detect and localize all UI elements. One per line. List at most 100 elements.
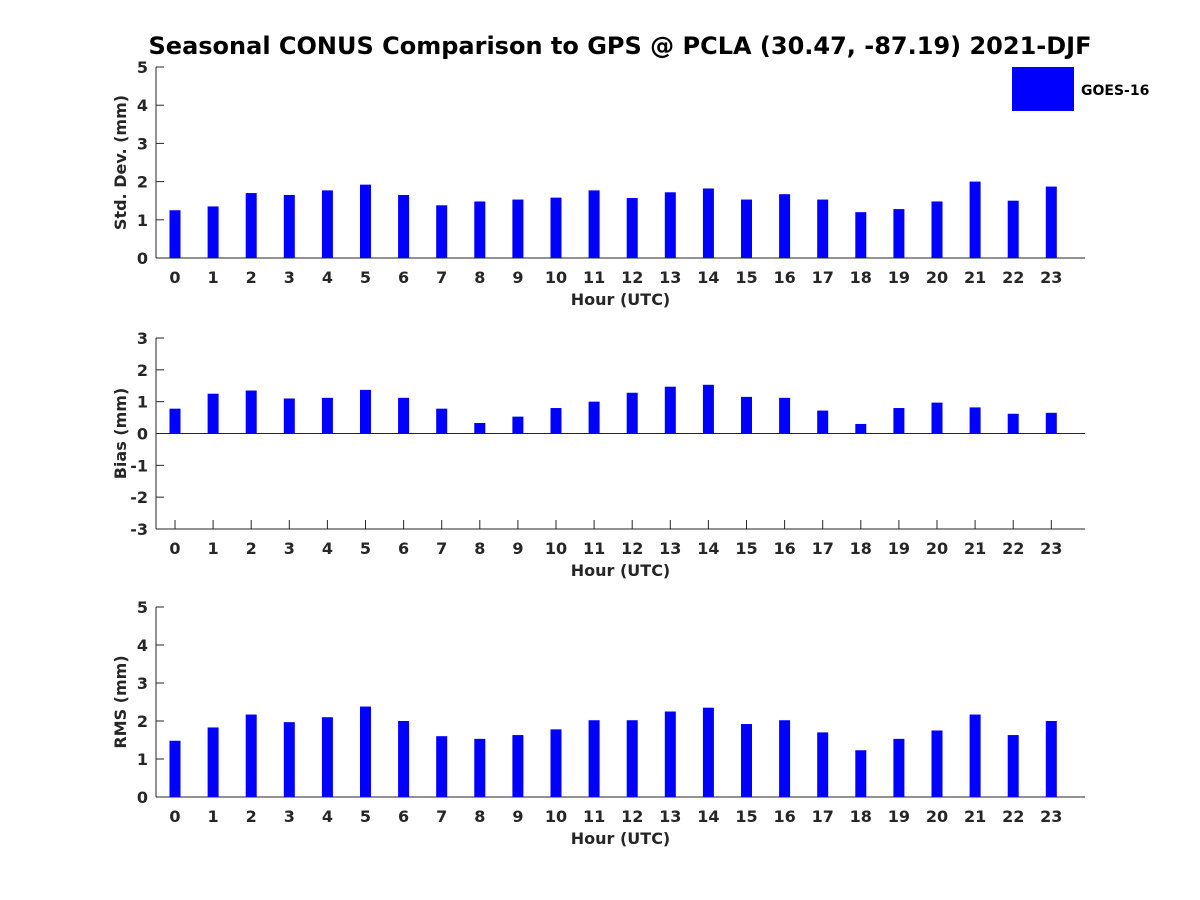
bias-bar [969, 407, 981, 434]
std-dev-bar [664, 192, 676, 258]
rms-bar [626, 720, 638, 797]
bias-y-tick-label: 0 [137, 425, 148, 444]
rms-bar [969, 714, 981, 797]
std-dev-x-tick-label: 11 [583, 268, 605, 287]
bias-x-tick-label: 21 [964, 539, 986, 558]
rms-x-tick-label: 23 [1040, 807, 1062, 826]
bias-x-tick-label: 18 [850, 539, 872, 558]
std-dev-bar [169, 210, 181, 258]
std-dev-bar [245, 193, 257, 258]
rms-x-tick-label: 19 [888, 807, 910, 826]
rms-y-tick-label: 1 [137, 750, 148, 769]
bias-x-tick-label: 0 [169, 539, 180, 558]
bias-x-tick-label: 19 [888, 539, 910, 558]
rms-bar [1007, 735, 1019, 797]
rms-x-tick-label: 10 [545, 807, 567, 826]
std-dev-x-tick-label: 12 [621, 268, 643, 287]
std-dev-x-tick-label: 5 [360, 268, 371, 287]
std-dev-bar [1045, 186, 1057, 258]
bias-x-tick-label: 6 [398, 539, 409, 558]
rms-x-tick-label: 3 [284, 807, 295, 826]
bias-bar [245, 390, 257, 434]
std-dev-x-tick-label: 19 [888, 268, 910, 287]
bias-bar [474, 422, 486, 434]
bias-y-tick-label: 3 [137, 329, 148, 348]
rms-x-tick-label: 13 [659, 807, 681, 826]
bias-x-tick-label: 4 [322, 539, 333, 558]
rms-x-tick-label: 18 [850, 807, 872, 826]
std-dev-x-tick-label: 3 [284, 268, 295, 287]
std-dev-x-tick-label: 10 [545, 268, 567, 287]
std-dev-x-tick-label: 7 [436, 268, 447, 287]
rms-bar [588, 720, 600, 797]
std-dev-x-tick-label: 23 [1040, 268, 1062, 287]
rms-bar [436, 736, 448, 797]
bias-bar [779, 397, 791, 434]
rms-x-tick-label: 21 [964, 807, 986, 826]
rms-x-tick-label: 1 [208, 807, 219, 826]
std-dev-bar [702, 188, 714, 258]
bias-y-tick-label: -1 [130, 456, 148, 475]
rms-x-tick-label: 20 [926, 807, 948, 826]
rms-x-tick-label: 14 [697, 807, 719, 826]
bias-x-axis-label: Hour (UTC) [571, 561, 671, 580]
std-dev-bar [512, 199, 524, 258]
bias-x-tick-label: 3 [284, 539, 295, 558]
bias-bar [626, 392, 638, 434]
std-dev-bar [1007, 200, 1019, 258]
bias-x-tick-label: 10 [545, 539, 567, 558]
legend: GOES-16 [1012, 67, 1149, 111]
bias-x-tick-label: 5 [360, 539, 371, 558]
rms-bar [817, 732, 829, 797]
rms-x-tick-label: 5 [360, 807, 371, 826]
rms-x-tick-label: 22 [1002, 807, 1024, 826]
rms-y-tick-label: 0 [137, 788, 148, 807]
bias-x-tick-label: 22 [1002, 539, 1024, 558]
std-dev-x-tick-label: 21 [964, 268, 986, 287]
bias-bar [321, 397, 333, 434]
std-dev-x-tick-label: 17 [812, 268, 834, 287]
std-dev-x-tick-label: 1 [208, 268, 219, 287]
std-dev-x-tick-label: 16 [773, 268, 795, 287]
std-dev-x-tick-label: 6 [398, 268, 409, 287]
rms-bar [207, 727, 219, 797]
rms-bar [664, 711, 676, 797]
std-dev-bar [779, 194, 791, 258]
rms-bar [169, 740, 181, 797]
std-dev-bar [398, 194, 410, 258]
bias-x-tick-label: 1 [208, 539, 219, 558]
bias-bar [702, 384, 714, 434]
std-dev-bar [283, 194, 295, 258]
std-dev-x-tick-label: 22 [1002, 268, 1024, 287]
rms-x-tick-label: 7 [436, 807, 447, 826]
rms-y-axis-label: RMS (mm) [111, 655, 130, 748]
bias-bar [1045, 412, 1057, 434]
std-dev-bar [626, 198, 638, 258]
rms-y-tick-label: 2 [137, 712, 148, 731]
rms-bar [702, 707, 714, 797]
rms-bar [245, 714, 257, 797]
rms-x-tick-label: 16 [773, 807, 795, 826]
rms-x-tick-label: 4 [322, 807, 333, 826]
rms-bar [893, 738, 905, 797]
std-dev-x-tick-label: 9 [512, 268, 523, 287]
bias-bar [931, 402, 943, 434]
rms-bar [931, 730, 943, 797]
std-dev-bar [474, 201, 486, 258]
rms-y-tick-label: 4 [137, 636, 148, 655]
bias-bar [207, 393, 219, 434]
std-dev-y-tick-label: 2 [137, 173, 148, 192]
std-dev-x-tick-label: 2 [246, 268, 257, 287]
std-dev-x-tick-label: 14 [697, 268, 719, 287]
rms-y-tick-label: 5 [137, 598, 148, 617]
std-dev-x-tick-label: 0 [169, 268, 180, 287]
std-dev-bar [436, 205, 448, 258]
legend-label-goes16: GOES-16 [1081, 83, 1149, 99]
std-dev-bar [588, 190, 600, 258]
bias-bar [169, 408, 181, 434]
std-dev-y-tick-label: 0 [137, 249, 148, 268]
bias-bar [741, 396, 752, 434]
std-dev-bar [931, 201, 943, 258]
